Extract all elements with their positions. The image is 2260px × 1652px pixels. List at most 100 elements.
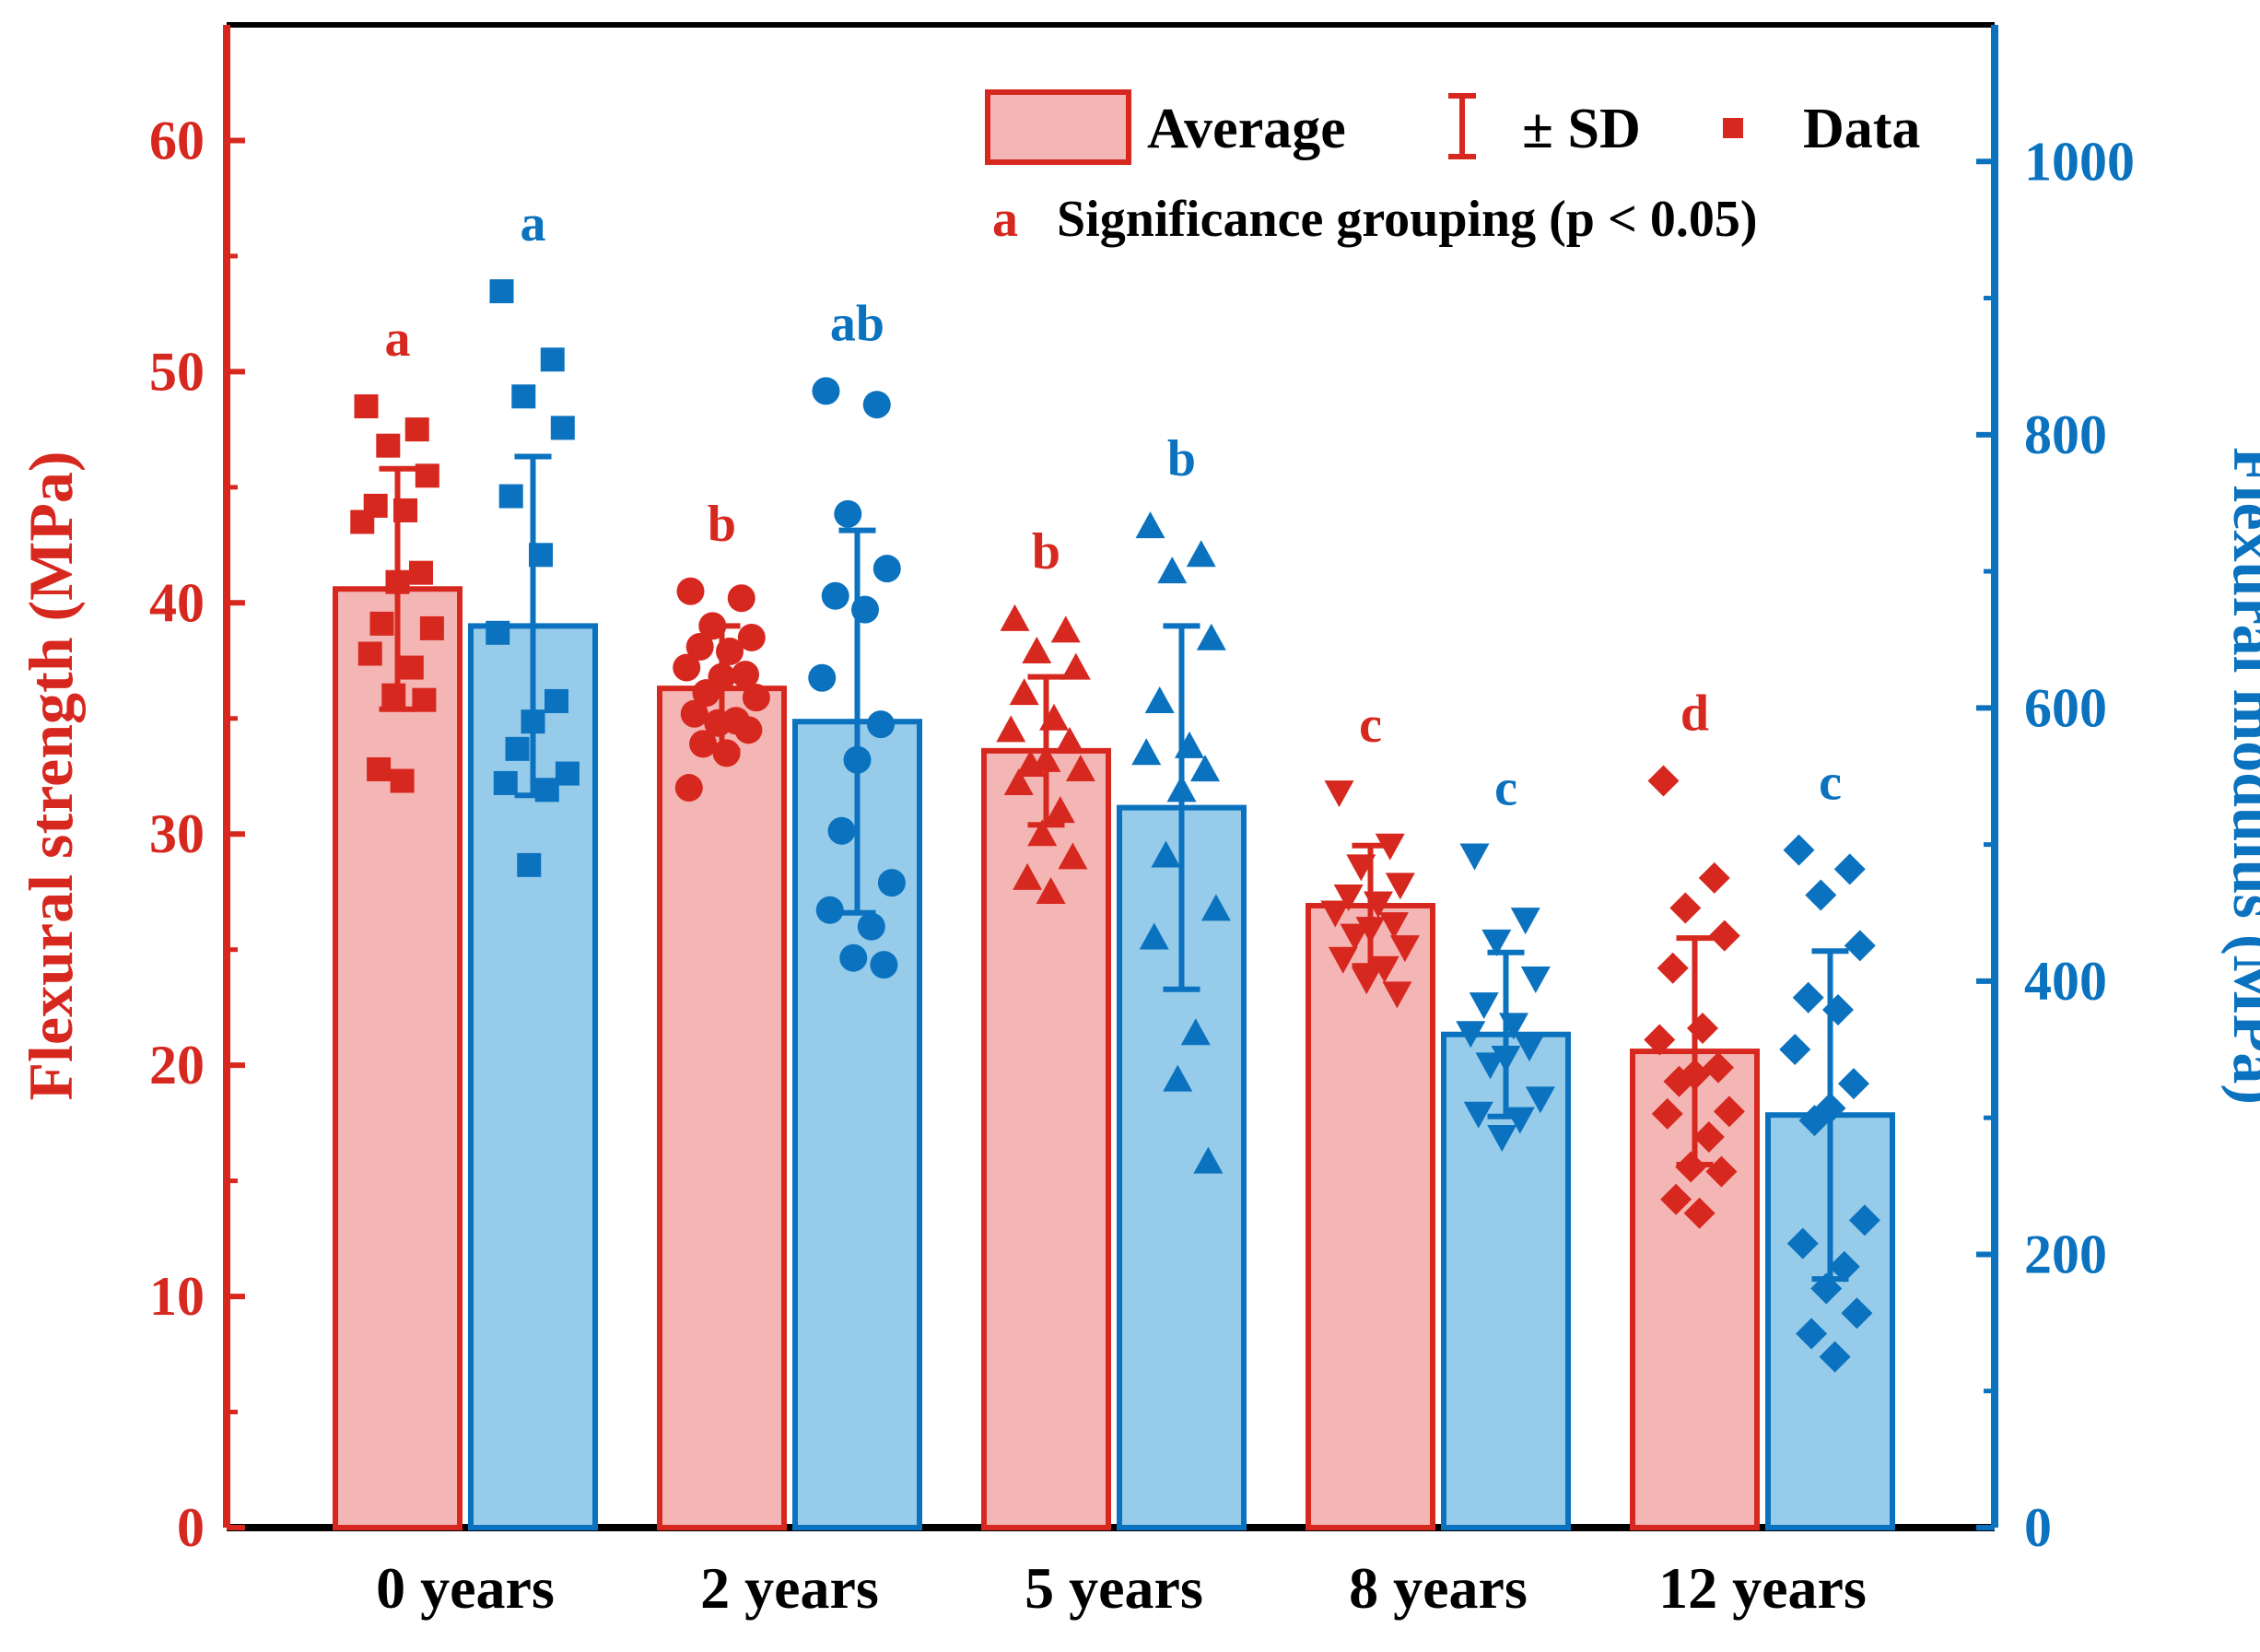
data-point: [1520, 966, 1551, 993]
significance-letter: a: [521, 195, 546, 252]
data-point: [1779, 1034, 1811, 1066]
data-point: [1186, 540, 1216, 568]
data-point: [1022, 637, 1052, 664]
data-point: [505, 736, 530, 761]
data-point: [1166, 775, 1197, 803]
data-point: [1487, 1124, 1517, 1152]
data-point: [390, 768, 415, 793]
bar-group: ab: [792, 295, 922, 1530]
category-label: 0 years: [376, 1555, 555, 1621]
data-point: [1481, 929, 1512, 956]
right-axis: 0 200 400 600 800 1000: [1976, 25, 2135, 1558]
right-axis-title: Flexural modulus (MPa): [2220, 447, 2260, 1105]
data-point: [1382, 981, 1412, 1009]
data-point: [1324, 780, 1354, 808]
data-point: [521, 709, 545, 734]
data-point: [1713, 1095, 1745, 1128]
data-point: [369, 611, 394, 636]
data-point: [996, 715, 1026, 743]
data-point: [1175, 731, 1204, 758]
data-point: [834, 499, 862, 528]
data-point: [1000, 603, 1030, 631]
data-point: [486, 620, 510, 645]
data-point: [1190, 755, 1220, 782]
bar-group: b: [1117, 430, 1247, 1530]
data-point: [862, 391, 891, 419]
data-point: [1833, 853, 1866, 885]
data-point: [1060, 652, 1091, 680]
significance-letter: b: [1032, 523, 1060, 580]
data-point: [545, 688, 568, 713]
data-point: [1848, 1204, 1880, 1236]
data-point: [385, 569, 410, 594]
data-point: [1352, 967, 1382, 995]
data-point: [1663, 1065, 1695, 1097]
data-point: [716, 638, 744, 666]
data-point: [1844, 930, 1876, 962]
left-tick-label: 0: [177, 1497, 205, 1558]
data-point: [732, 661, 759, 689]
data-point: [1340, 923, 1370, 951]
data-point: [381, 683, 406, 708]
data-point: [498, 484, 523, 509]
data-point: [712, 739, 741, 767]
data-point: [1510, 908, 1540, 935]
data-point: [1796, 1318, 1828, 1350]
left-axis-title: Flexural strength (MPa): [16, 451, 86, 1100]
right-tick-label: 400: [2024, 951, 2107, 1012]
data-point: [393, 498, 417, 522]
data-point: [1651, 1097, 1683, 1130]
data-point: [1698, 861, 1730, 894]
data-point: [1469, 992, 1499, 1020]
left-tick-label: 50: [149, 341, 205, 402]
data-point: [1009, 678, 1039, 706]
legend-average-swatch: [985, 89, 1131, 165]
bar: [333, 586, 463, 1530]
right-tick-label: 800: [2024, 404, 2107, 465]
significance-letter: ab: [830, 295, 884, 352]
right-axis-ticks: 0 200 400 600 800 1000: [1976, 131, 2135, 1558]
data-point: [737, 623, 766, 651]
left-tick-label: 10: [149, 1266, 205, 1327]
significance-letter: b: [708, 496, 736, 553]
data-point: [827, 816, 856, 845]
category-label: 5 years: [1025, 1555, 1203, 1621]
data-point: [1805, 879, 1837, 911]
data-point: [1180, 1018, 1211, 1046]
legend-sig-letter: a: [992, 191, 1018, 248]
data-point: [742, 684, 770, 712]
data-point: [698, 612, 727, 640]
data-point: [1193, 1146, 1224, 1174]
data-point: [680, 699, 708, 728]
right-tick-label: 600: [2024, 677, 2107, 738]
data-point: [1828, 1250, 1860, 1283]
data-point: [1328, 946, 1358, 974]
left-tick-label: 60: [149, 110, 205, 170]
right-tick-label: 0: [2024, 1497, 2052, 1558]
data-point: [843, 745, 872, 774]
left-tick-label: 40: [149, 572, 205, 633]
data-point: [1200, 894, 1231, 921]
data-point: [692, 679, 720, 708]
left-axis-ticks: 0 10 20 30 40 50 60: [149, 110, 245, 1558]
data-point: [419, 615, 444, 640]
data-point: [1013, 862, 1043, 890]
bar: [1306, 903, 1435, 1530]
left-tick-label: 20: [149, 1035, 205, 1095]
bar-group: c: [1765, 755, 1895, 1530]
data-point: [1379, 912, 1409, 940]
data-point: [1027, 819, 1058, 847]
data-point: [812, 377, 840, 405]
legend-sig-label: Significance grouping (p < 0.05): [1057, 191, 1758, 248]
data-point: [727, 584, 755, 613]
category-label: 12 years: [1658, 1555, 1867, 1621]
data-point: [376, 433, 401, 458]
data-point: [1346, 854, 1376, 882]
data-point: [674, 774, 703, 803]
data-point: [877, 869, 906, 897]
data-point: [839, 943, 868, 972]
data-point: [1065, 754, 1095, 781]
legend-sd-label: ± SD: [1522, 98, 1641, 160]
right-tick-label: 200: [2024, 1224, 2107, 1284]
category-label: 2 years: [700, 1555, 879, 1621]
